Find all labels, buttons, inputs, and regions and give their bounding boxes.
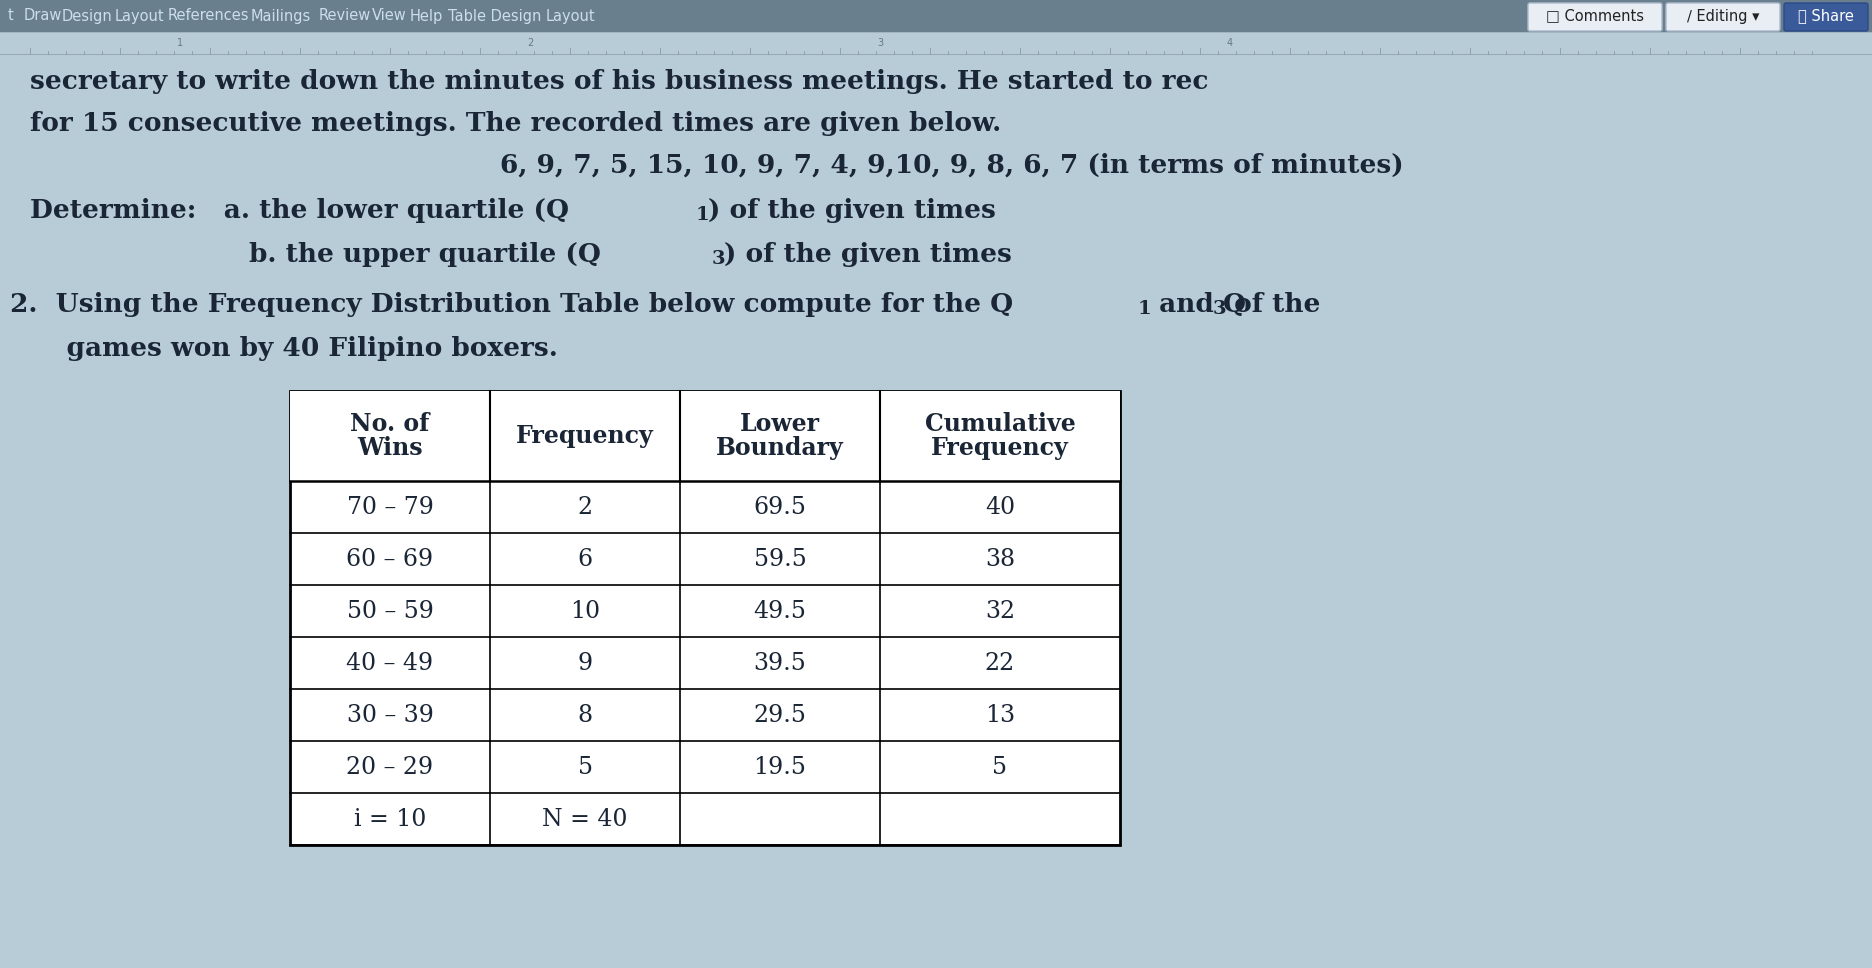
Text: 5: 5 xyxy=(992,755,1007,778)
Text: 2: 2 xyxy=(577,496,593,519)
Text: 22: 22 xyxy=(985,651,1015,675)
Bar xyxy=(0,0,1872,32)
Text: 20 – 29: 20 – 29 xyxy=(346,755,434,778)
Text: ) of the given times: ) of the given times xyxy=(724,242,1013,267)
Bar xyxy=(290,391,1119,481)
Text: 13: 13 xyxy=(985,704,1015,727)
Text: 6: 6 xyxy=(577,548,593,570)
Text: 6, 9, 7, 5, 15, 10, 9, 7, 4, 9,10, 9, 8, 6, 7 (in terms of minutes): 6, 9, 7, 5, 15, 10, 9, 7, 4, 9,10, 9, 8,… xyxy=(500,153,1404,178)
Text: Frequency: Frequency xyxy=(930,436,1069,460)
Text: 4: 4 xyxy=(1226,38,1234,48)
Text: 5: 5 xyxy=(577,755,593,778)
Text: N = 40: N = 40 xyxy=(543,807,627,831)
Text: 40: 40 xyxy=(985,496,1015,519)
Text: and Q: and Q xyxy=(1149,292,1247,317)
Text: 19.5: 19.5 xyxy=(754,755,807,778)
Text: 30 – 39: 30 – 39 xyxy=(346,704,434,727)
Text: Table Design: Table Design xyxy=(447,9,541,23)
Text: 10: 10 xyxy=(569,599,601,622)
Text: 29.5: 29.5 xyxy=(754,704,807,727)
Text: 60 – 69: 60 – 69 xyxy=(346,548,434,570)
Text: t: t xyxy=(7,9,13,23)
Text: Frequency: Frequency xyxy=(517,424,653,448)
Text: Boundary: Boundary xyxy=(717,436,844,460)
Text: 8: 8 xyxy=(577,704,593,727)
Text: Layout: Layout xyxy=(545,9,595,23)
Text: 40 – 49: 40 – 49 xyxy=(346,651,434,675)
FancyBboxPatch shape xyxy=(1528,3,1662,31)
Text: secretary to write down the minutes of his business meetings. He started to rec: secretary to write down the minutes of h… xyxy=(30,69,1209,94)
Text: 3: 3 xyxy=(1213,300,1226,318)
Text: Cumulative: Cumulative xyxy=(925,412,1075,436)
Text: View: View xyxy=(371,9,406,23)
Text: 3: 3 xyxy=(711,250,726,268)
Text: Help: Help xyxy=(410,9,444,23)
Text: 70 – 79: 70 – 79 xyxy=(346,496,434,519)
Text: Lower: Lower xyxy=(739,412,820,436)
Text: ∕ Editing ▾: ∕ Editing ▾ xyxy=(1687,9,1760,23)
FancyBboxPatch shape xyxy=(1784,3,1868,31)
Text: of the: of the xyxy=(1224,292,1320,317)
Text: i = 10: i = 10 xyxy=(354,807,427,831)
Text: games won by 40 Filipino boxers.: games won by 40 Filipino boxers. xyxy=(30,336,558,361)
Text: 39.5: 39.5 xyxy=(754,651,807,675)
Text: for 15 consecutive meetings. The recorded times are given below.: for 15 consecutive meetings. The recorde… xyxy=(30,111,1002,136)
Text: 1: 1 xyxy=(1138,300,1151,318)
Text: Draw: Draw xyxy=(24,9,62,23)
Text: 9: 9 xyxy=(577,651,593,675)
Text: 59.5: 59.5 xyxy=(754,548,807,570)
Text: 2.  Using the Frequency Distribution Table below compute for the Q: 2. Using the Frequency Distribution Tabl… xyxy=(9,292,1013,317)
Text: 2: 2 xyxy=(526,38,534,48)
Text: 49.5: 49.5 xyxy=(754,599,807,622)
Text: Determine:   a. the lower quartile (Q: Determine: a. the lower quartile (Q xyxy=(30,198,569,223)
Text: Design: Design xyxy=(62,9,112,23)
Text: 69.5: 69.5 xyxy=(754,496,807,519)
Text: Layout: Layout xyxy=(114,9,165,23)
Text: 38: 38 xyxy=(985,548,1015,570)
Text: No. of: No. of xyxy=(350,412,431,436)
Text: Review: Review xyxy=(318,9,371,23)
Text: 32: 32 xyxy=(985,599,1015,622)
Text: References: References xyxy=(167,9,249,23)
Text: ⭱ Share: ⭱ Share xyxy=(1799,9,1853,23)
Text: 1: 1 xyxy=(696,206,709,224)
Bar xyxy=(290,391,1119,845)
Text: ) of the given times: ) of the given times xyxy=(708,198,996,223)
Text: 1: 1 xyxy=(178,38,183,48)
Text: 3: 3 xyxy=(876,38,884,48)
Text: Mailings: Mailings xyxy=(251,9,311,23)
Text: Wins: Wins xyxy=(358,436,423,460)
Text: 50 – 59: 50 – 59 xyxy=(346,599,434,622)
FancyBboxPatch shape xyxy=(1666,3,1780,31)
Text: b. the upper quartile (Q: b. the upper quartile (Q xyxy=(30,242,601,267)
Text: □ Comments: □ Comments xyxy=(1546,9,1644,23)
